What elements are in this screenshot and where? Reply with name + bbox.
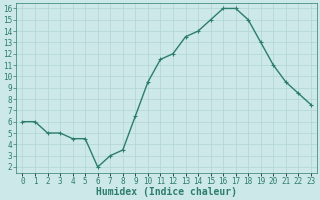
X-axis label: Humidex (Indice chaleur): Humidex (Indice chaleur): [96, 187, 237, 197]
